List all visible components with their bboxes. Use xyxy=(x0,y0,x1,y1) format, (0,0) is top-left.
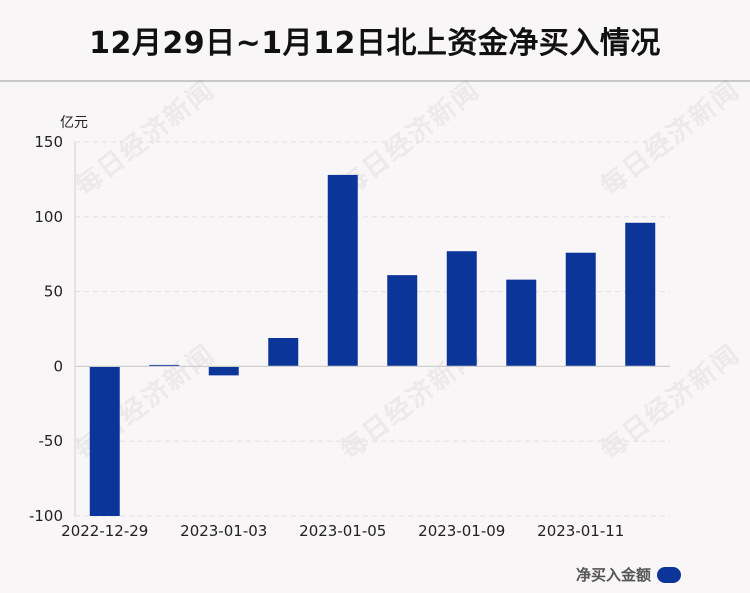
title-divider xyxy=(0,80,750,82)
y-tick-label: 100 xyxy=(34,208,63,226)
legend: 净买入金额 xyxy=(576,564,682,585)
chart-title: 12月29日~1月12日北上资金净买入情况 xyxy=(89,26,661,61)
bar-2023-01-04 xyxy=(268,337,299,367)
y-axis-unit: 亿元 xyxy=(60,115,88,131)
bar-2023-01-12 xyxy=(625,222,656,367)
x-tick-label: 2023-01-03 xyxy=(180,522,267,540)
bar-2023-01-05 xyxy=(327,174,358,367)
bar-2023-01-06 xyxy=(387,275,418,367)
bar-2023-01-03 xyxy=(208,366,239,376)
y-tick-label: 150 xyxy=(34,133,63,151)
x-tick-label: 2023-01-09 xyxy=(418,522,505,540)
bar-2022-12-30 xyxy=(149,364,180,367)
y-tick-label: 50 xyxy=(44,283,63,301)
y-tick-label: -50 xyxy=(39,432,64,450)
bar-2023-01-10 xyxy=(506,279,537,367)
x-tick-label: 2023-01-05 xyxy=(299,522,386,540)
y-tick-label: 0 xyxy=(53,357,63,375)
x-tick-label: 2023-01-11 xyxy=(537,522,624,540)
bar-2023-01-11 xyxy=(565,252,596,367)
bar-2022-12-29 xyxy=(89,366,120,516)
legend-label: 净买入金额 xyxy=(576,566,652,584)
y-tick-label: -100 xyxy=(29,507,63,525)
bar-2023-01-09 xyxy=(446,251,477,367)
legend-swatch xyxy=(657,566,682,583)
x-tick-label: 2022-12-29 xyxy=(61,522,148,540)
